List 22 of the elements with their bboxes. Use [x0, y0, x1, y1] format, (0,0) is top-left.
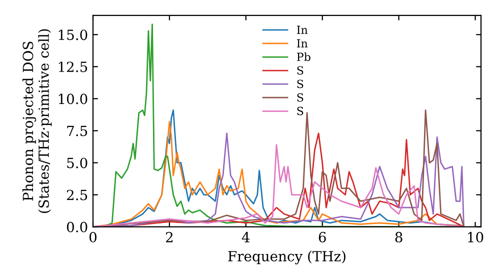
x-tick-label: 2	[166, 232, 173, 242]
x-axis-title: Frequency (THz)	[228, 250, 346, 264]
x-tick-label: 0	[89, 232, 96, 242]
legend-label: In	[296, 26, 308, 34]
y-tick-label: 2.5	[66, 190, 88, 200]
x-tick-label: 6	[318, 232, 326, 242]
x-tick-label: 4	[242, 232, 250, 242]
x-tick-label: 10	[468, 232, 484, 242]
y-axis-title: Phonon projected DOS (States/THz·primitive cell)	[22, 29, 52, 213]
y-tick-label: 5.0	[67, 158, 88, 168]
y-tick-label: 10.0	[58, 94, 88, 104]
y-tick-label: 7.5	[67, 126, 88, 136]
legend-label: In	[296, 39, 308, 48]
legend-label: S	[297, 93, 304, 102]
x-tick-label: 8	[395, 232, 402, 242]
legend-label: S	[297, 106, 304, 116]
y-tick-label: 12.5	[58, 62, 88, 72]
y-tick-label: 0.0	[66, 222, 88, 232]
legend-label: S	[297, 66, 304, 75]
legend-label: S	[297, 80, 304, 88]
y-tick-label: 15.0	[58, 30, 88, 40]
legend-label: Pb	[296, 52, 310, 62]
